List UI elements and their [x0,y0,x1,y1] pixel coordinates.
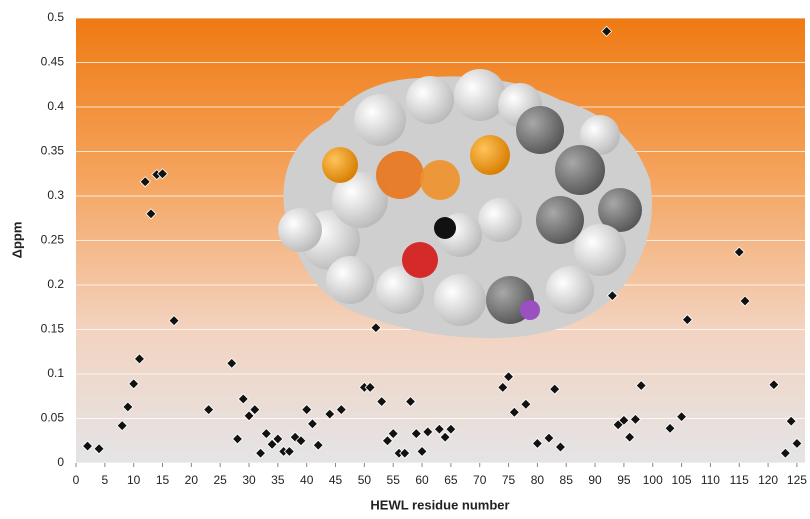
y-tick-label: 0.5 [47,10,64,24]
x-tick-label: 35 [271,473,285,487]
x-tick-label: 25 [214,473,228,487]
x-tick-label: 10 [127,473,141,487]
y-tick-label: 0.15 [41,322,65,336]
y-tick-label: 0 [57,455,64,469]
x-tick-label: 105 [672,473,692,487]
page: Δppm HEWL residue number 0 0.05 0.1 0.15 0.2… [0,0,810,519]
y-tick-label: 0.2 [47,277,64,291]
y-axis-title: Δppm [9,222,24,259]
y-tick-label: 0.45 [41,55,65,69]
y-tick-label: 0.05 [41,411,65,425]
x-tick-label: 50 [358,473,372,487]
x-tick-label: 90 [588,473,602,487]
x-tick-label: 95 [617,473,631,487]
x-tick-label: 45 [329,473,343,487]
y-tick-label: 0.25 [41,233,65,247]
y-tick-label: 0.4 [47,99,64,113]
x-tick-label: 20 [185,473,199,487]
x-axis-title: HEWL residue number [370,497,509,512]
x-tick-label: 70 [473,473,487,487]
x-tick-label: 110 [701,473,720,487]
x-tick-label: 40 [300,473,314,487]
x-tick-label: 60 [415,473,429,487]
y-tick-label: 0.1 [47,366,64,380]
x-tick-label: 125 [787,473,807,487]
x-tick-label: 75 [502,473,516,487]
x-tick-label: 30 [242,473,256,487]
x-tick-label: 120 [758,473,778,487]
x-tick-label: 0 [73,473,80,487]
x-tick-label: 80 [531,473,545,487]
y-tick-label: 0.35 [41,144,65,158]
x-tick-label: 115 [730,473,749,487]
x-tick-label: 5 [101,473,108,487]
x-tick-label: 65 [444,473,458,487]
x-tick-label: 100 [643,473,663,487]
x-tick-label: 15 [156,473,170,487]
chart: Δppm HEWL residue number 0 0.05 0.1 0.15 0.2… [0,0,810,519]
x-tick-label: 55 [387,473,401,487]
y-tick-label: 0.3 [47,188,64,202]
x-tick-label: 85 [560,473,574,487]
